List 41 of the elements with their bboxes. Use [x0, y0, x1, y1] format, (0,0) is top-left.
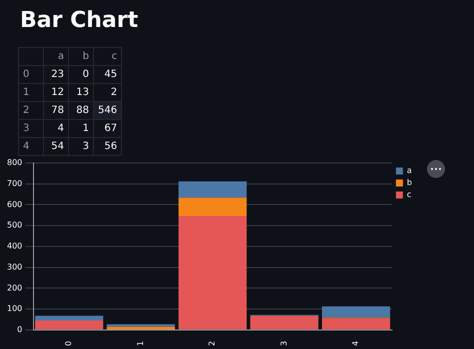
chart-title: Bar Chart [20, 8, 138, 33]
y-tick-label: 600 [6, 200, 22, 209]
x-tick-label: a [44, 48, 68, 66]
y-tick-label: 100 [6, 304, 22, 314]
data-label: 67 [94, 120, 122, 138]
x-tick-label: 4 [351, 340, 360, 346]
x-tick-label: b [68, 48, 94, 66]
y-tick-label: 0 [18, 66, 44, 84]
data-label: 78 [44, 102, 68, 120]
data-label: 0 [68, 66, 94, 84]
y-tick-label: 4 [18, 138, 44, 156]
y-tick-label: 400 [6, 242, 22, 251]
x-tick-label: c [94, 48, 122, 66]
x-tick-label: 3 [279, 340, 288, 346]
legend-label: a [406, 166, 412, 176]
data-label: 1 [68, 120, 94, 138]
y-tick-label: 0 [17, 324, 22, 334]
data-label: 13 [68, 84, 94, 102]
y-tick-label: 200 [6, 283, 22, 292]
legend-label: c [406, 190, 412, 200]
data-label: 546 [94, 102, 122, 120]
x-tick-label: 2 [208, 340, 217, 346]
legend-label: b [406, 178, 412, 188]
y-tick-label: 800 [6, 158, 22, 168]
y-tick-label: 3 [18, 120, 44, 138]
data-label: 23 [44, 66, 68, 84]
data-label: 54 [44, 138, 68, 156]
data-label: 4 [44, 120, 68, 138]
y-tick-label: 500 [6, 220, 22, 230]
y-tick-label: 700 [6, 178, 22, 188]
x-tick-label: 1 [136, 340, 145, 346]
data-label: 88 [68, 102, 94, 120]
x-tick-label: 0 [64, 340, 74, 346]
y-tick-label: 2 [18, 102, 44, 120]
data-label: 56 [94, 138, 122, 156]
data-label: 12 [44, 84, 68, 102]
data-label: 45 [94, 66, 122, 84]
y-tick-label: 1 [18, 84, 44, 102]
data-label: 2 [94, 84, 122, 102]
data-label: 3 [68, 138, 94, 156]
y-tick-label: 300 [6, 262, 22, 272]
